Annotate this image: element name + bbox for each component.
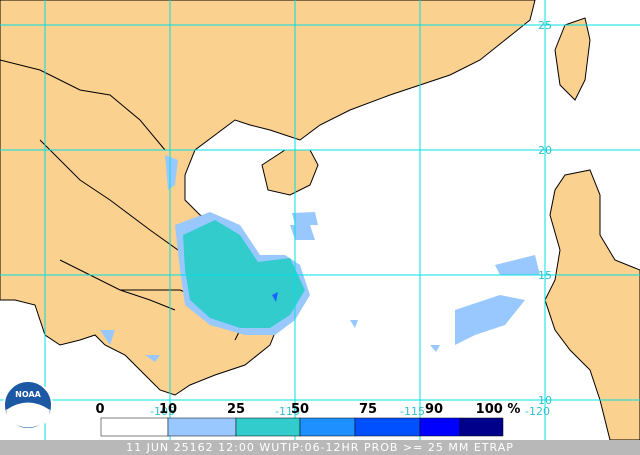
- legend-swatch: [419, 417, 461, 437]
- legend-swatch: [354, 417, 421, 437]
- legend-label: 75: [359, 402, 377, 417]
- legend-swatch: [299, 417, 356, 437]
- lat-label: 20: [538, 144, 552, 157]
- legend-swatch: [167, 417, 237, 437]
- legend-label: 90: [425, 402, 443, 417]
- philippines: [544, 169, 640, 441]
- caption-bar: [0, 440, 640, 455]
- legend-label: 10: [159, 402, 177, 417]
- legend-label: 25: [227, 402, 245, 417]
- lon-label: -115: [400, 405, 425, 418]
- legend-swatch: [235, 417, 301, 437]
- logo-text: NOAA: [15, 390, 41, 399]
- lon-label: -105: [150, 405, 175, 418]
- legend-label: 100 %: [476, 402, 521, 417]
- legend-swatch: [459, 417, 504, 437]
- legend-label: 0: [95, 402, 104, 417]
- legend-swatch: [100, 417, 169, 437]
- lon-label: -110: [275, 405, 300, 418]
- legend: 0 10 25 50 75 90 100 %: [95, 402, 521, 437]
- lon-label: -120: [525, 405, 550, 418]
- prob-50: [272, 292, 278, 302]
- borders: [0, 59, 241, 341]
- legend-label: 50: [291, 402, 309, 417]
- lat-label: 25: [538, 19, 552, 32]
- lat-label: 10: [538, 394, 552, 407]
- lat-label: 15: [538, 269, 552, 282]
- prob-25: [183, 220, 305, 328]
- logo: NOAA: [3, 380, 53, 430]
- taiwan: [554, 17, 591, 101]
- grid: [0, 0, 640, 440]
- logo-wave: [6, 402, 50, 428]
- caption: 11 JUN 25162 12:00 WUTIP:06-12HR PROB >=…: [126, 441, 514, 454]
